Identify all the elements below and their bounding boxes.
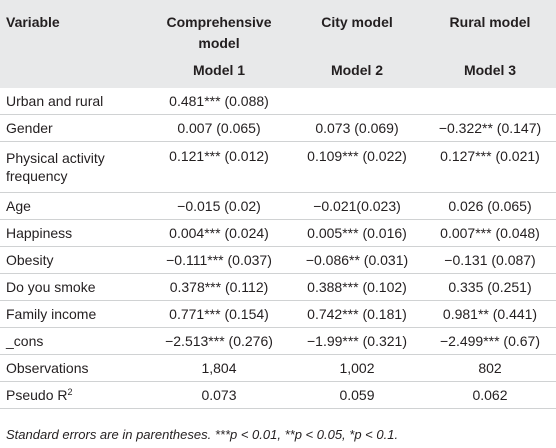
cell-model2: 0.742*** (0.181): [307, 306, 407, 322]
header-comprehensive: Comprehensive model: [148, 0, 290, 54]
table-row: Family income 0.771*** (0.154) 0.742*** …: [0, 301, 556, 328]
table-row: Age −0.015 (0.02) −0.021(0.023) 0.026 (0…: [0, 193, 556, 220]
row-label: Gender: [6, 120, 53, 136]
cell-model3: −0.131 (0.087): [444, 252, 536, 268]
cell-model3: 0.127*** (0.021): [440, 148, 540, 164]
cell-model2: 0.388*** (0.102): [307, 279, 407, 295]
header-variable: Variable: [0, 0, 148, 54]
table-row: Gender 0.007 (0.065) 0.073 (0.069) −0.32…: [0, 115, 556, 142]
cell-model3: 0.062: [472, 387, 508, 403]
cell-model2: −0.021(0.023): [313, 198, 401, 214]
cell-model2: −0.086** (0.031): [305, 252, 409, 268]
table-row: Obesity −0.111*** (0.037) −0.086** (0.03…: [0, 247, 556, 274]
row-label: Urban and rural: [6, 93, 104, 109]
row-label-pseudo-r2: Pseudo R2: [0, 382, 148, 409]
table-row: Physical activity frequency 0.121*** (0.…: [0, 142, 556, 193]
cell-model3: −2.499*** (0.67): [439, 333, 541, 349]
cell-model1: 0.771*** (0.154): [169, 306, 269, 322]
pseudo-label-text: Pseudo R: [6, 387, 68, 403]
cell-model3: [424, 88, 556, 115]
table-row: Urban and rural 0.481*** (0.088): [0, 88, 556, 115]
row-label: Observations: [6, 360, 89, 376]
cell-model2: 0.059: [339, 387, 375, 403]
table-row: Do you smoke 0.378*** (0.112) 0.388*** (…: [0, 274, 556, 301]
cell-model3: 0.335 (0.251): [448, 279, 532, 295]
cell-model2: 0.005*** (0.016): [307, 225, 407, 241]
header-model1: Model 1: [148, 54, 290, 88]
cell-model2: 0.109*** (0.022): [307, 148, 407, 164]
cell-model2: 1,002: [339, 360, 375, 376]
table-row: Observations 1,804 1,002 802: [0, 355, 556, 382]
header-city: City model: [290, 0, 424, 54]
cell-model1: 0.073: [201, 387, 237, 403]
cell-model1: −0.015 (0.02): [177, 198, 261, 214]
table-footnote: Standard errors are in parentheses. ***p…: [6, 427, 399, 442]
header-blank: [0, 54, 148, 88]
cell-model3: 0.026 (0.065): [448, 198, 532, 214]
regression-table: Variable Comprehensive model City model …: [0, 0, 556, 409]
cell-model1: 1,804: [201, 360, 237, 376]
row-label: Family income: [6, 306, 97, 322]
cell-model1: 0.378*** (0.112): [169, 279, 269, 295]
cell-model1: 0.481*** (0.088): [169, 93, 269, 109]
cell-model2: [290, 88, 424, 115]
header-rural: Rural model: [424, 0, 556, 54]
row-label: _cons: [6, 333, 44, 349]
header-comprehensive-line2: model: [198, 35, 240, 51]
header-comprehensive-line1: Comprehensive: [166, 14, 272, 30]
table-row: Pseudo R2 0.073 0.059 0.062: [0, 382, 556, 409]
cell-model3: −0.322** (0.147): [438, 120, 542, 136]
cell-model1: −2.513*** (0.276): [165, 333, 273, 349]
header-model3: Model 3: [424, 54, 556, 88]
cell-model3: 0.007*** (0.048): [440, 225, 540, 241]
table-row: _cons −2.513*** (0.276) −1.99*** (0.321)…: [0, 328, 556, 355]
row-label: Physical activity frequency: [6, 150, 105, 184]
cell-model2: −1.99*** (0.321): [306, 333, 408, 349]
row-label: Obesity: [6, 252, 54, 268]
cell-model1: 0.121*** (0.012): [169, 148, 269, 164]
pseudo-label-sup: 2: [67, 387, 73, 397]
header-row: Variable Comprehensive model City model …: [0, 0, 556, 54]
row-label: Age: [6, 198, 31, 214]
cell-model2: 0.073 (0.069): [315, 120, 399, 136]
table-body: Urban and rural 0.481*** (0.088) Gender …: [0, 88, 556, 409]
model-header-row: Model 1 Model 2 Model 3: [0, 54, 556, 88]
cell-model1: 0.007 (0.065): [177, 120, 261, 136]
table-row: Happiness 0.004*** (0.024) 0.005*** (0.0…: [0, 220, 556, 247]
cell-model1: −0.111*** (0.037): [166, 252, 272, 268]
row-label: Happiness: [6, 225, 73, 241]
cell-model3: 0.981** (0.441): [442, 306, 538, 322]
row-label: Do you smoke: [6, 279, 96, 295]
cell-model1: 0.004*** (0.024): [169, 225, 269, 241]
header-model2: Model 2: [290, 54, 424, 88]
cell-model3: 802: [478, 360, 502, 376]
